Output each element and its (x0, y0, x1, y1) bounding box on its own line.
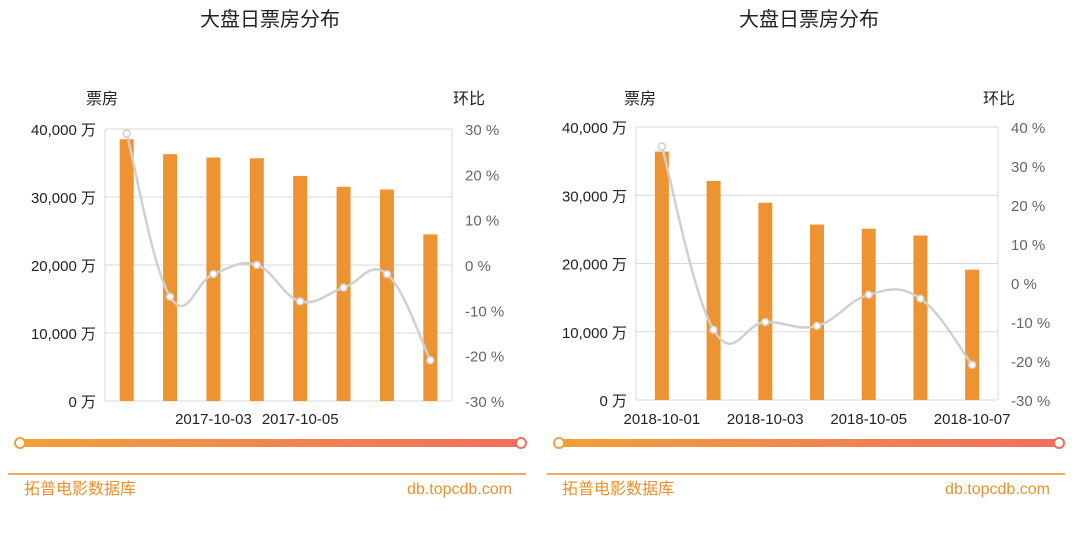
line-point[interactable] (864, 290, 873, 299)
y2-tick-label: 10 % (1011, 237, 1045, 254)
bar[interactable] (119, 139, 134, 401)
line-point[interactable] (657, 142, 667, 151)
x-tick-label: 2017-10-05 (262, 411, 339, 428)
y2-tick-label: 30 % (465, 122, 499, 139)
line-point[interactable] (339, 283, 348, 292)
bar[interactable] (861, 228, 876, 400)
bar[interactable] (706, 180, 721, 400)
line-point[interactable] (295, 297, 305, 306)
y2-tick-label: -20 % (465, 349, 504, 366)
x-tick-label: 2018-10-03 (727, 411, 804, 428)
y2-axis-label: 环比 (983, 90, 1015, 108)
y-tick-label: 0 万 (68, 394, 96, 411)
range-slider-track[interactable] (18, 439, 524, 447)
chart-panel-left: 大盘日票房分布 票房 环比 40,000 万 30,000 万 20,000 万 10… (8, 0, 533, 551)
line-point[interactable] (252, 260, 262, 270)
x-tick-label: 2018-10-01 (623, 411, 700, 428)
y-tick-label: 10,000 万 (562, 325, 627, 342)
bar[interactable] (965, 269, 980, 400)
chart-right-svg: 大盘日票房分布 票房 环比 40,000 万 30,000 万 20,000 万 10… (547, 8, 1065, 498)
footer-url-link[interactable]: db.topcdb.com (407, 481, 512, 498)
y-tick-label: 40,000 万 (31, 122, 96, 139)
y-tick-label: 0 万 (599, 393, 627, 410)
footer-brand: 拓普电影数据库 (24, 480, 136, 498)
footer-url-link[interactable]: db.topcdb.com (945, 481, 1050, 498)
y2-tick-label: 20 % (1011, 198, 1045, 215)
chart-title: 大盘日票房分布 (739, 8, 879, 31)
y-tick-label: 30,000 万 (562, 188, 627, 205)
y-tick-label: 10,000 万 (31, 326, 96, 343)
chart-left-svg: 大盘日票房分布 票房 环比 40,000 万 30,000 万 20,000 万 10… (8, 8, 527, 498)
line-point[interactable] (761, 317, 770, 327)
line-point[interactable] (967, 360, 977, 370)
footer-brand: 拓普电影数据库 (562, 480, 674, 498)
range-slider-handle-end[interactable] (515, 437, 527, 449)
y2-axis-label: 环比 (453, 90, 485, 108)
line-point[interactable] (122, 129, 131, 138)
bar[interactable] (654, 151, 669, 400)
range-slider[interactable] (14, 437, 527, 449)
y2-tick-label: -10 % (1011, 315, 1050, 332)
line-point[interactable] (209, 269, 218, 279)
y2-tick-label: 0 % (465, 258, 491, 275)
y-axis-label: 票房 (624, 90, 656, 108)
chart-panel-right: 大盘日票房分布 票房 环比 40,000 万 30,000 万 20,000 万 10… (547, 0, 1072, 551)
bar[interactable] (163, 154, 178, 401)
bar[interactable] (249, 158, 264, 401)
y2-tick-label: 40 % (1011, 120, 1045, 137)
bar[interactable] (336, 186, 351, 401)
y-axis-label: 票房 (86, 90, 118, 108)
bar[interactable] (423, 234, 438, 401)
line-point[interactable] (812, 321, 822, 331)
x-tick-label: 2018-10-07 (934, 411, 1011, 428)
y2-tick-label: -10 % (465, 303, 504, 320)
bar[interactable] (758, 202, 773, 400)
y-tick-label: 30,000 万 (31, 190, 96, 207)
line-point[interactable] (709, 325, 718, 335)
y2-tick-label: 20 % (465, 167, 499, 184)
bar[interactable] (810, 224, 824, 400)
y2-tick-label: -30 % (1011, 393, 1050, 410)
y2-tick-label: -30 % (465, 394, 504, 411)
bar[interactable] (379, 189, 394, 401)
bar[interactable] (293, 175, 308, 401)
x-tick-label: 2017-10-03 (175, 411, 252, 428)
line-point[interactable] (382, 269, 392, 279)
range-slider-handle-end[interactable] (1053, 437, 1065, 449)
y2-tick-label: -20 % (1011, 354, 1050, 371)
y2-tick-label: 30 % (1011, 159, 1045, 176)
line-point[interactable] (426, 355, 435, 365)
y-tick-label: 40,000 万 (562, 120, 627, 137)
line-point[interactable] (916, 294, 925, 303)
y-tick-label: 20,000 万 (562, 257, 627, 274)
bar[interactable] (206, 157, 221, 401)
chart-title: 大盘日票房分布 (200, 8, 340, 31)
range-slider[interactable] (553, 437, 1065, 449)
range-slider-handle-start[interactable] (553, 437, 565, 449)
bar[interactable] (913, 235, 928, 400)
range-slider-handle-start[interactable] (14, 437, 26, 449)
line-point[interactable] (165, 292, 175, 301)
range-slider-track[interactable] (557, 439, 1062, 447)
y2-tick-label: 10 % (465, 213, 499, 230)
x-tick-label: 2018-10-05 (830, 411, 907, 428)
y-tick-label: 20,000 万 (31, 258, 96, 275)
y2-tick-label: 0 % (1011, 276, 1037, 293)
